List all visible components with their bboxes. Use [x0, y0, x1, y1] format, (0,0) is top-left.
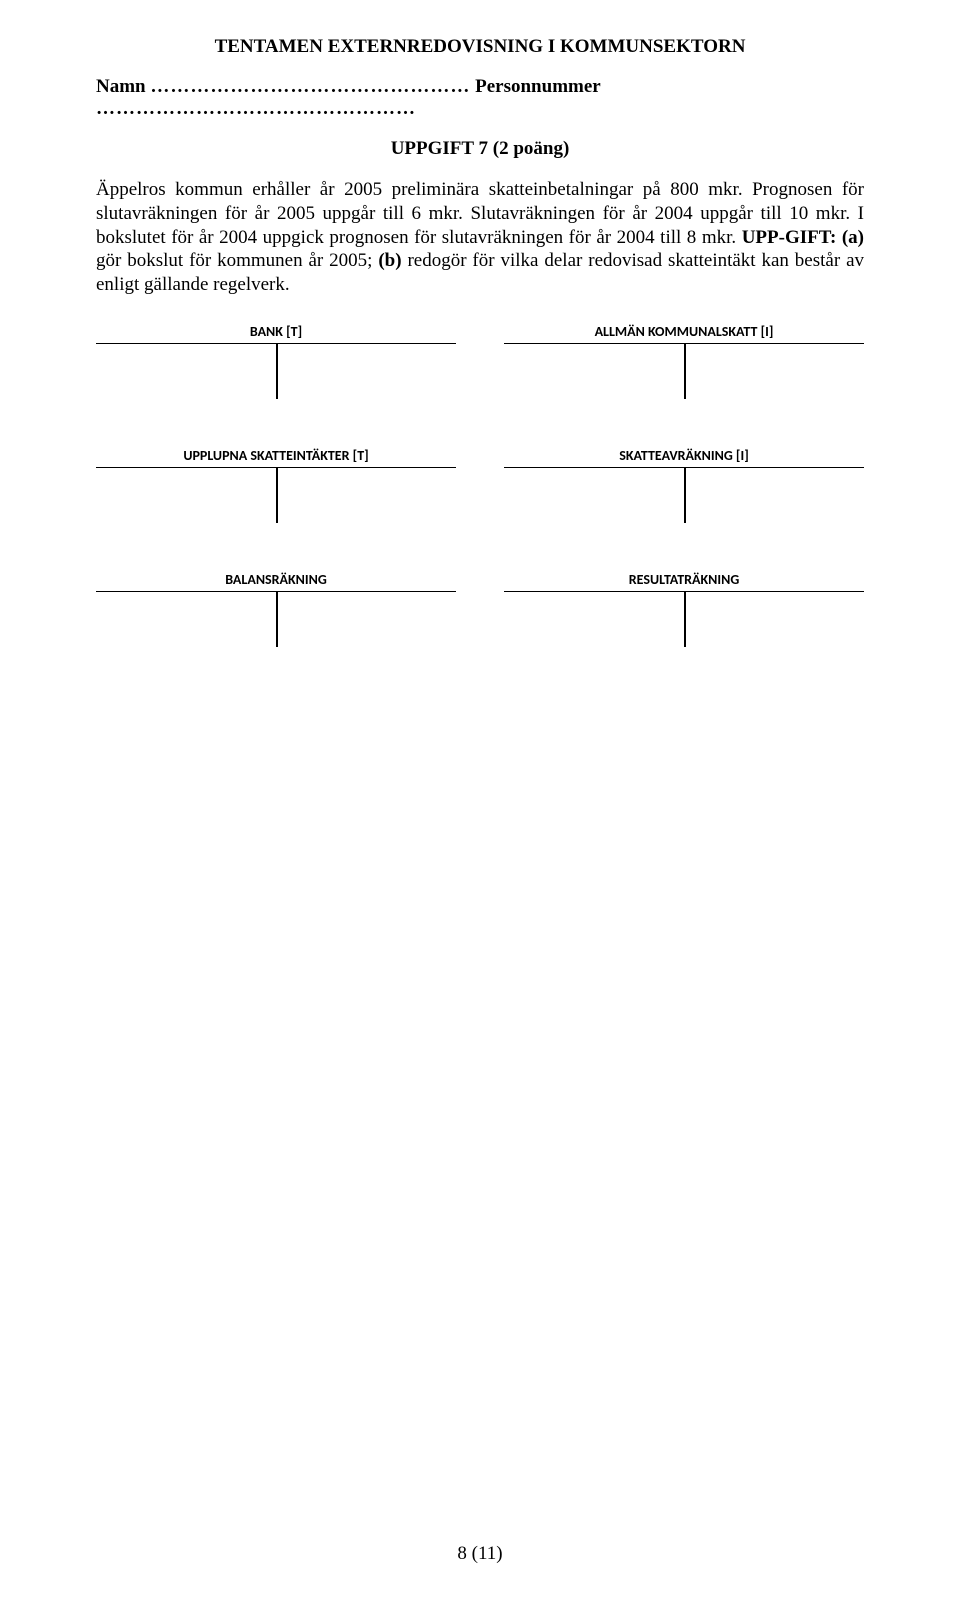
t-account-resultatrakning: RESULTATRÄKNING [504, 571, 864, 647]
t-shape [96, 467, 456, 523]
t-accounts-grid: BANK [T] ALLMÄN KOMMUNALSKATT [I] UPPLUP… [96, 323, 864, 647]
page-number: 8 (11) [0, 1543, 960, 1565]
t-account-title: ALLMÄN KOMMUNALSKATT [I] [504, 323, 864, 343]
name-label: Namn [96, 76, 146, 97]
t-account-title: BALANSRÄKNING [96, 571, 456, 591]
t-shape [504, 467, 864, 523]
t-account-title: RESULTATRÄKNING [504, 571, 864, 591]
t-account-kommunalskatt: ALLMÄN KOMMUNALSKATT [I] [504, 323, 864, 399]
task-body: Äppelros kommun erhåller år 2005 prelimi… [96, 178, 864, 297]
t-shape [96, 343, 456, 399]
t-account-skatteavrakning: SKATTEAVRÄKNING [I] [504, 447, 864, 523]
t-account-balansrakning: BALANSRÄKNING [96, 571, 456, 647]
t-account-bank: BANK [T] [96, 323, 456, 399]
t-shape [504, 343, 864, 399]
t-account-title: SKATTEAVRÄKNING [I] [504, 447, 864, 467]
t-account-title: UPPLUPNA SKATTEINTÄKTER [T] [96, 447, 456, 467]
t-account-upplupna: UPPLUPNA SKATTEINTÄKTER [T] [96, 447, 456, 523]
t-account-title: BANK [T] [96, 323, 456, 343]
dots-1: ………………………………………… [150, 76, 470, 97]
personnummer-label: Personnummer [475, 76, 600, 97]
uppgift-label-b: (b) [378, 250, 401, 271]
task-title: UPPGIFT 7 (2 poäng) [96, 138, 864, 160]
t-shape [96, 591, 456, 647]
uppgift-label-a: UPP-GIFT: (a) [742, 227, 864, 248]
name-person-row: Namn ………………………………………… Personnummer ……………… [96, 76, 864, 120]
body-part-2: gör bokslut för kommunen år 2005; [96, 250, 378, 271]
dots-2: ………………………………………… [96, 98, 416, 119]
t-shape [504, 591, 864, 647]
page-title: TENTAMEN EXTERNREDOVISNING I KOMMUNSEKTO… [96, 36, 864, 58]
